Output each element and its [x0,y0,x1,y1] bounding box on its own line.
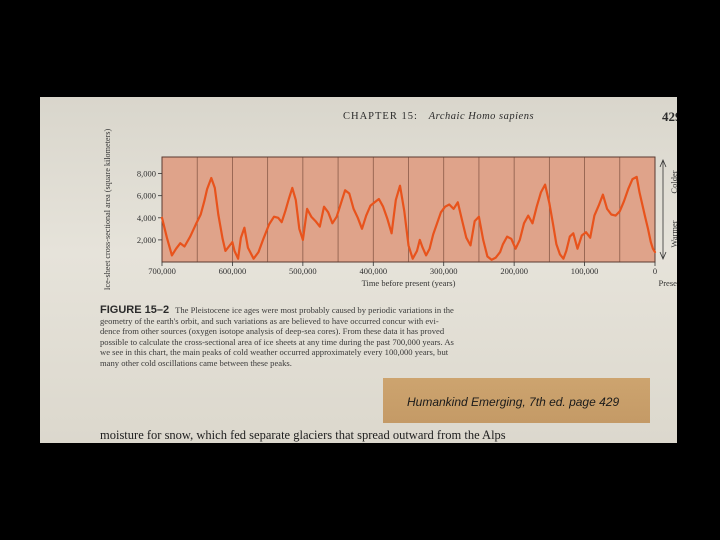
x-tick-label: 700,000 [148,266,176,276]
caption-line-3: dence from other sources (oxygen isotope… [100,326,445,337]
y-tick-label: 6,000 [137,191,156,201]
sticker-text: Humankind Emerging, 7th ed. page 429 [407,395,620,409]
ice-area-line [160,175,657,261]
caption-line-2: geometry of the earth's orbit, and such … [100,315,439,326]
present-label: Present [658,278,677,288]
arrow-up-icon [659,158,667,168]
arrow-down-icon [659,251,667,261]
figure-label: FIGURE 15–2 [100,304,170,316]
caption-line-4: possible to calculate the cross-sectiona… [100,336,454,347]
source-sticker: Humankind Emerging, 7th ed. page 429 [383,378,650,423]
caption-line-6: many other cold oscillations came betwee… [100,357,292,368]
ice-sheet-chart: 2,000 4,000 6,000 8,000 700,000 600,000 500,00… [103,129,677,291]
plot-frame [161,156,656,263]
caption-line-1: The Pleistocene ice ages were most proba… [175,305,454,315]
body-text: moisture for snow, which fed separate gl… [100,428,506,442]
x-tick-label: 400,000 [359,266,387,276]
x-tick-label: 500,000 [289,266,317,276]
running-header: CHAPTER 15: Archaic Homo sapiens [343,111,534,122]
book-page: CHAPTER 15: Archaic Homo sapiens 429 2,0… [40,97,677,443]
caption-line-5: we see in this chart, the main peaks of … [100,347,449,358]
chapter-title: Archaic Homo sapiens [428,111,535,122]
figure-caption: FIGURE 15–2 The Pleistocene ice ages were… [100,305,552,369]
colder-label: Colder [669,170,677,193]
x-axis-label: Time before present (years) [362,278,456,288]
y-tick-label: 4,000 [137,213,156,223]
y-tick-label: 8,000 [137,169,156,179]
x-tick-label: 0 [653,266,657,276]
page-number: 429 [662,109,677,124]
x-tick-label: 600,000 [219,266,247,276]
x-tick-label: 200,000 [500,266,528,276]
x-tick-label: 300,000 [430,266,458,276]
chapter-label: CHAPTER 15: [343,111,418,122]
warmer-label: Warmer [669,220,677,247]
x-tick-label: 100,000 [571,266,599,276]
y-axis-label: Ice-sheet cross-sectional area (square k… [103,129,112,291]
y-tick-label: 2,000 [137,235,156,245]
